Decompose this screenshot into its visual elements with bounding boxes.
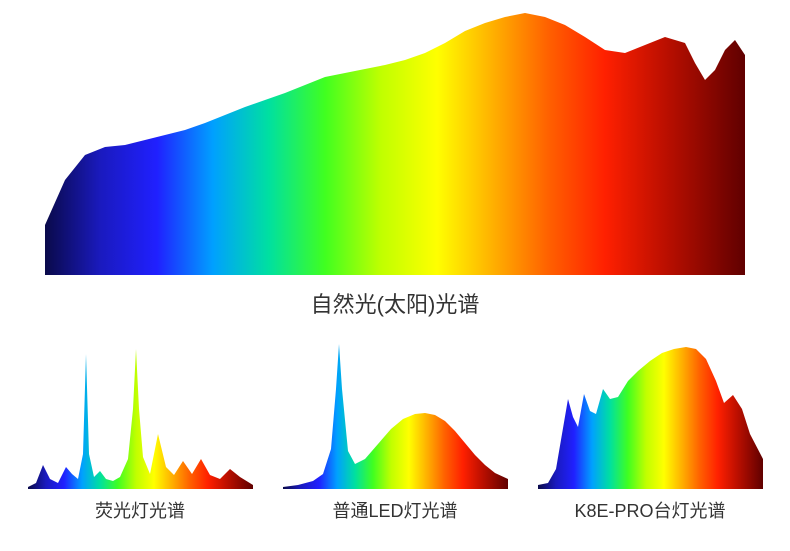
sunlight-spectrum — [45, 10, 745, 275]
bottom-row: 荧光灯光谱 普通LED灯光谱 K8E-PRO台灯光谱 — [20, 339, 770, 523]
fluorescent-label: 荧光灯光谱 — [95, 497, 185, 523]
fluorescent-spectrum — [28, 339, 253, 489]
led-spectrum — [283, 339, 508, 489]
k8e-label: K8E-PRO台灯光谱 — [574, 497, 725, 523]
sunlight-panel: 自然光(太阳)光谱 — [20, 10, 770, 319]
led-panel: 普通LED灯光谱 — [275, 339, 515, 523]
fluorescent-panel: 荧光灯光谱 — [20, 339, 260, 523]
k8e-panel: K8E-PRO台灯光谱 — [530, 339, 770, 523]
led-label: 普通LED灯光谱 — [332, 497, 457, 523]
k8e-spectrum — [538, 339, 763, 489]
sunlight-label: 自然光(太阳)光谱 — [311, 287, 480, 319]
